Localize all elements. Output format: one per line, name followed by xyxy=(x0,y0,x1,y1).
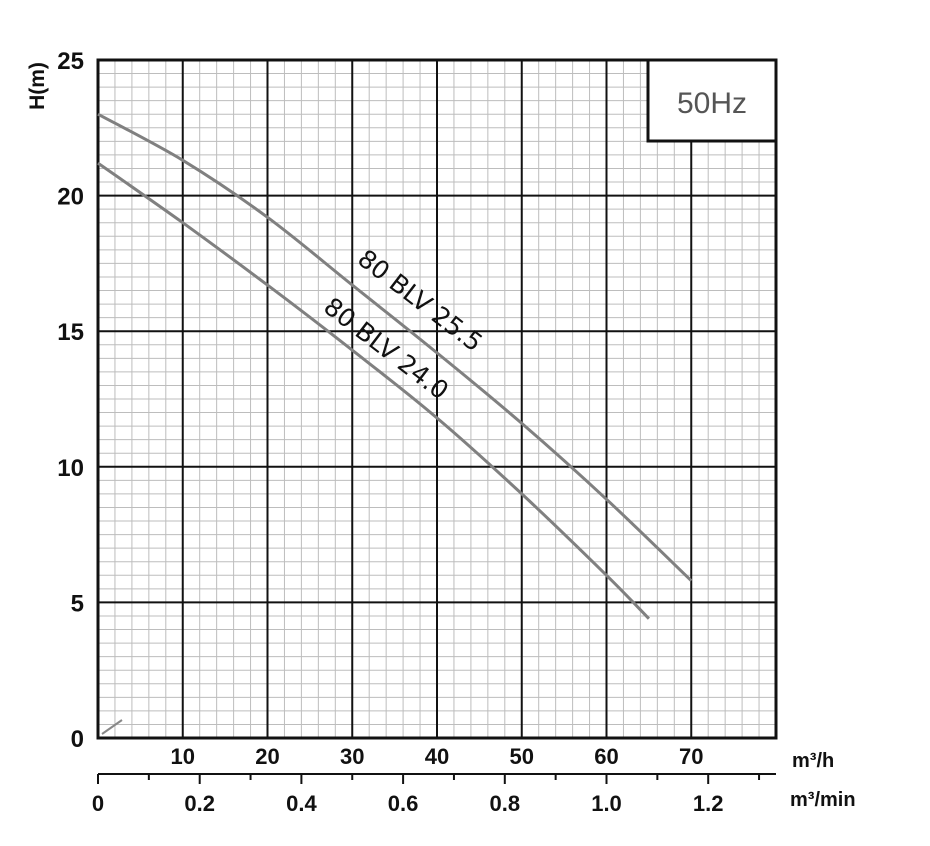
series-line-80-blv-25-5 xyxy=(97,112,693,582)
x-tick-label: 50 xyxy=(510,744,534,769)
x-tick-label: 40 xyxy=(425,744,449,769)
x-tick-labels: 10 20 30 40 50 60 70 xyxy=(171,744,704,769)
x2-tick-label: 0 xyxy=(92,791,104,816)
x2-tick-label: 1.2 xyxy=(693,791,724,816)
y-tick-label: 20 xyxy=(57,184,84,211)
x2-tick-label: 0.2 xyxy=(184,791,215,816)
curves xyxy=(97,112,693,620)
frequency-badge-box xyxy=(646,58,778,143)
y-tick-label: 15 xyxy=(57,319,84,346)
x2-tick-label: 0.8 xyxy=(490,791,521,816)
x-axis-unit-m3h: m³/h xyxy=(792,750,834,772)
x-tick-label: 20 xyxy=(255,744,279,769)
x-tick-label: 30 xyxy=(340,744,364,769)
y-tick-label: 10 xyxy=(57,455,84,482)
x-axis-unit-m3min: m³/min xyxy=(790,789,856,811)
y-tick-labels: 0 5 10 15 20 25 xyxy=(57,48,84,753)
x-tick-label: 60 xyxy=(594,744,618,769)
x-tick-label: 70 xyxy=(679,744,703,769)
x2-tick-label: 1.0 xyxy=(591,791,622,816)
y-tick-label: 0 xyxy=(71,726,84,753)
origin-stub xyxy=(101,719,123,735)
y-axis-label: H(m) xyxy=(26,62,49,110)
y-tick-label: 25 xyxy=(57,48,84,75)
major-grid xyxy=(98,60,776,738)
x2-tick-label: 0.6 xyxy=(388,791,419,816)
x2-tick-label: 0.4 xyxy=(286,791,317,816)
plot-frame xyxy=(96,58,778,740)
series-line-80-blv-24-0 xyxy=(97,161,650,620)
frequency-badge: 50Hz xyxy=(646,58,778,143)
secondary-axis: 0 0.2 0.4 0.6 0.8 1.0 1.2 xyxy=(92,774,761,816)
frequency-badge-text: 50Hz xyxy=(677,87,747,120)
x-tick-label: 10 xyxy=(171,744,195,769)
y-tick-label: 5 xyxy=(71,590,84,617)
